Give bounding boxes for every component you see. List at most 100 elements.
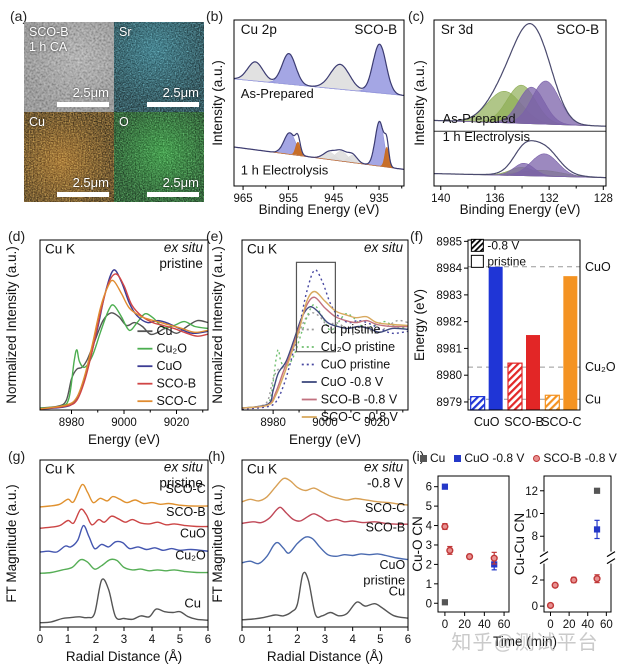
svg-text:8980: 8980 [260,417,286,429]
svg-text:8981: 8981 [436,343,462,355]
svg-text:CuO: CuO [156,359,182,373]
legend-item-scob: SCO-B -0.8 V [533,451,617,465]
panel-label-h: (h) [208,448,226,464]
svg-text:SCO-C: SCO-C [541,415,581,429]
scale-bar [57,192,109,197]
svg-text:Cu: Cu [389,584,406,599]
svg-text:Binding Energy (eV): Binding Energy (eV) [259,202,380,217]
svg-text:Cu: Cu [156,324,172,338]
svg-text:8985: 8985 [436,236,462,248]
svg-text:40: 40 [581,619,594,631]
svg-text:Normalized Intensity (a.u.): Normalized Intensity (a.u.) [6,246,19,404]
svg-text:Intensity (a.u.): Intensity (a.u.) [414,60,427,146]
svg-text:Cu₂O: Cu₂O [156,342,187,356]
svg-text:3: 3 [121,634,127,646]
svg-text:1 h Electrolysis: 1 h Electrolysis [241,162,329,177]
panel-i-cucu-cn-plot: 0 20 40 60 0 2 8 10 12 Cu-Cu CN [514,470,616,640]
svg-text:0: 0 [532,601,538,613]
eds-tile-cu: Cu 2.5μm [24,112,114,202]
tile-label: Sr [119,25,132,39]
svg-text:8980: 8980 [436,370,462,382]
svg-text:1: 1 [266,634,272,646]
scale-text: 2.5μm [162,85,199,100]
svg-text:pristine: pristine [363,572,405,587]
svg-text:Radial Distance (Å): Radial Distance (Å) [66,649,182,664]
scale-bar [147,192,199,197]
svg-text:0: 0 [239,634,245,646]
svg-text:0: 0 [547,619,553,631]
panel-label-d: (d) [8,228,26,244]
tile-sublabel: 1 h CA [29,40,68,54]
svg-text:1 h Electrolysis: 1 h Electrolysis [443,129,531,144]
noise-texture-cu [24,112,114,202]
svg-text:CuO: CuO [180,527,206,541]
svg-text:20: 20 [458,619,471,631]
noise-texture-sem [24,22,114,112]
svg-text:Sr 3d: Sr 3d [441,22,473,37]
svg-text:0: 0 [426,598,432,610]
svg-text:945: 945 [324,193,343,205]
svg-text:1: 1 [65,634,71,646]
svg-text:9000: 9000 [111,417,137,429]
svg-text:140: 140 [431,193,450,205]
svg-text:Cu₂O: Cu₂O [175,549,206,563]
svg-text:SCO-C: SCO-C [156,394,196,408]
svg-text:CuO -0.8 V: CuO -0.8 V [321,375,384,389]
tile-label: SCO-B [29,25,69,39]
panel-i-cuo-cn-plot: 0 20 40 60 0 1 2 3 4 5 6 Cu-O CN [412,470,512,640]
svg-text:Cu K: Cu K [45,242,75,257]
svg-text:20: 20 [563,619,576,631]
legend-item-cuo: CuO -0.8 V [454,451,524,465]
svg-text:4: 4 [349,634,356,646]
scale-bar [57,102,109,107]
svg-text:CuO: CuO [585,260,611,274]
svg-text:8979: 8979 [436,397,462,409]
scale-text: 2.5μm [72,175,109,190]
legend-label: SCO-B -0.8 V [543,451,617,465]
legend-label: Cu [430,451,446,465]
tile-label: O [119,115,129,129]
legend-label: CuO -0.8 V [464,451,525,465]
svg-text:4: 4 [149,634,156,646]
cu-marker-icon [420,454,427,462]
legend-item-cu: Cu [420,451,445,465]
svg-text:Binding Energy (eV): Binding Energy (eV) [460,202,581,217]
panel-label-g: (g) [8,448,26,464]
svg-text:10: 10 [525,509,538,521]
time-axis-label: Time (min) [493,634,557,649]
svg-text:8983: 8983 [436,290,462,302]
svg-text:Cu K: Cu K [247,461,277,476]
svg-text:Cu-O CN: Cu-O CN [412,516,425,572]
svg-text:40: 40 [478,619,491,631]
cuo-marker-icon [454,454,462,462]
svg-text:SCO-B: SCO-B [166,505,206,519]
scale-bar [147,102,199,107]
svg-text:SCO-B: SCO-B [354,22,397,37]
svg-text:SCO-B: SCO-B [556,22,599,37]
panel-label-a: (a) [10,8,28,24]
eds-tile-sr: Sr 2.5μm [114,22,204,112]
svg-text:955: 955 [279,193,298,205]
svg-text:136: 136 [485,193,504,205]
panel-label-f: (f) [410,228,424,244]
svg-text:CuO: CuO [380,558,406,572]
svg-text:5: 5 [377,634,383,646]
svg-text:3: 3 [426,540,432,552]
svg-text:132: 132 [540,193,559,205]
panel-g-exafs-pristine: 0 1 2 3 4 5 6 Radial Distance (Å) FT Magnitude (… [6,448,216,667]
svg-text:1: 1 [426,579,432,591]
svg-text:3: 3 [322,634,328,646]
eds-tile-sem: SCO-B 1 h CA 2.5μm [24,22,114,112]
svg-text:Cu₂O: Cu₂O [585,360,616,374]
svg-text:Cu 2p: Cu 2p [241,22,277,37]
panel-e-xanes-exsitu: 8980 9000 9020 Energy (eV) Normalized Intens… [212,226,416,450]
scob-marker-icon [533,454,541,462]
svg-text:SCO-C: SCO-C [165,482,205,496]
svg-text:FT Magnitude (a.u.): FT Magnitude (a.u.) [212,484,225,602]
svg-text:2: 2 [294,634,300,646]
svg-text:5: 5 [177,634,183,646]
svg-text:0: 0 [37,634,43,646]
panel-a-eds-maps: SCO-B 1 h CA 2.5μm Sr 2.5μm Cu [24,22,204,202]
svg-text:8980: 8980 [59,417,85,429]
